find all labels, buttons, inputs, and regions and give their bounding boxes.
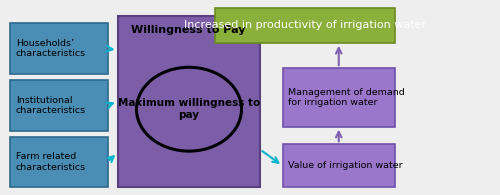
Text: Increased in productivity of irrigation water: Increased in productivity of irrigation … (184, 20, 426, 30)
Text: Households’
characteristics: Households’ characteristics (16, 39, 86, 58)
FancyBboxPatch shape (118, 16, 260, 187)
FancyBboxPatch shape (282, 68, 395, 127)
FancyBboxPatch shape (10, 136, 108, 187)
Text: Value of irrigation water: Value of irrigation water (288, 161, 402, 170)
Text: Management of demand
for irrigation water: Management of demand for irrigation wate… (288, 88, 404, 107)
Text: Willingness to Pay: Willingness to Pay (132, 25, 246, 35)
FancyBboxPatch shape (215, 8, 395, 43)
Text: Maximum willingness to
pay: Maximum willingness to pay (118, 98, 260, 120)
FancyBboxPatch shape (10, 23, 108, 74)
FancyBboxPatch shape (282, 144, 395, 187)
Text: Farm related
characteristics: Farm related characteristics (16, 152, 86, 172)
FancyBboxPatch shape (10, 80, 108, 131)
Text: Institutional
characteristics: Institutional characteristics (16, 96, 86, 115)
Ellipse shape (136, 67, 242, 151)
